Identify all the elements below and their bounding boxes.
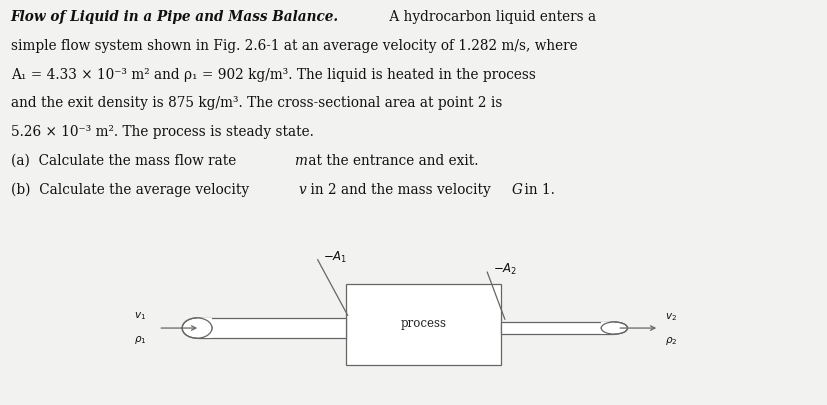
Bar: [500, 322, 614, 334]
Text: (a)  Calculate the mass flow rate: (a) Calculate the mass flow rate: [11, 154, 240, 168]
Text: in 2 and the mass velocity: in 2 and the mass velocity: [306, 183, 495, 197]
Text: $\rho_2$: $\rho_2$: [664, 335, 676, 347]
Text: $\rho_1$: $\rho_1$: [134, 334, 146, 346]
Text: m: m: [294, 154, 307, 168]
Text: $v_2$: $v_2$: [664, 311, 676, 323]
Text: Flow of Liquid in a Pipe and Mass Balance.: Flow of Liquid in a Pipe and Mass Balanc…: [11, 10, 338, 24]
Text: process: process: [400, 318, 446, 330]
Text: in 1.: in 1.: [519, 183, 554, 197]
Bar: [197, 318, 346, 338]
Bar: [197, 318, 212, 338]
Ellipse shape: [182, 318, 212, 338]
Text: 5.26 × 10⁻³ m². The process is steady state.: 5.26 × 10⁻³ m². The process is steady st…: [11, 125, 313, 139]
Bar: [600, 322, 614, 334]
Text: A₁ = 4.33 × 10⁻³ m² and ρ₁ = 902 kg/m³. The liquid is heated in the process: A₁ = 4.33 × 10⁻³ m² and ρ₁ = 902 kg/m³. …: [11, 68, 535, 82]
Text: $-A_1$: $-A_1$: [323, 249, 347, 265]
Bar: [346, 284, 500, 364]
Ellipse shape: [600, 322, 627, 334]
Text: simple flow system shown in Fig. 2.6-1 at an average velocity of 1.282 m/s, wher: simple flow system shown in Fig. 2.6-1 a…: [11, 39, 576, 53]
Text: at the entrance and exit.: at the entrance and exit.: [304, 154, 478, 168]
Text: (b)  Calculate the average velocity: (b) Calculate the average velocity: [11, 183, 253, 197]
Text: A hydrocarbon liquid enters a: A hydrocarbon liquid enters a: [385, 10, 595, 24]
Text: and the exit density is 875 kg/m³. The cross-sectional area at point 2 is: and the exit density is 875 kg/m³. The c…: [11, 96, 501, 111]
Text: $-A_2$: $-A_2$: [493, 262, 517, 277]
Text: G: G: [511, 183, 522, 197]
Text: v: v: [298, 183, 305, 197]
Text: $v_1$: $v_1$: [134, 310, 146, 322]
